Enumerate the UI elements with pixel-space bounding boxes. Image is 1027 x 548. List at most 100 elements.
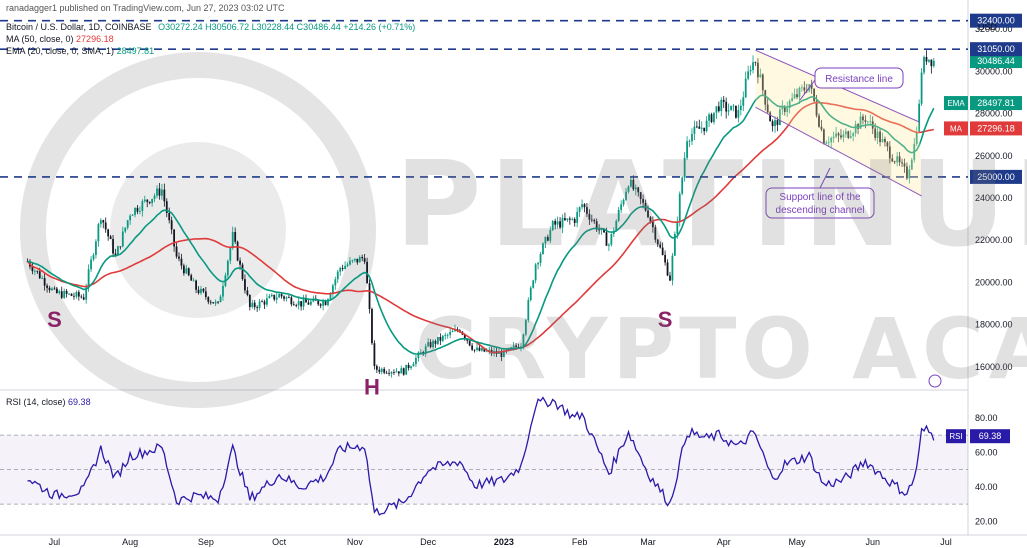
ema-legend[interactable]: EMA (20, close, 0, SMA, 1) 28497.81 [6,46,154,56]
price-label-bg [970,96,1022,111]
candle-body [219,296,222,303]
candle-body [573,219,576,223]
candle-body [632,179,635,190]
candle-body [270,294,273,297]
candle-body [713,112,715,123]
candle-body [893,161,896,163]
candle-body [754,62,757,64]
ma-legend[interactable]: MA (50, close, 0) 27296.18 [6,34,114,44]
candle-body [341,268,344,269]
candle-body [683,157,686,178]
candle-body [43,278,46,286]
candle-body [686,141,688,158]
price-tick-label: 28000.00 [975,109,1013,119]
candle-body [329,293,332,300]
candle-body [500,351,503,357]
candle-body [126,220,129,228]
candle-body [791,98,794,101]
candle-body [192,280,195,282]
candle-body [248,294,251,308]
candle-body [405,364,408,375]
candle-body [627,186,630,192]
candle-body [720,99,723,112]
candle-body [830,137,833,143]
rsi-tag-bg [946,429,966,444]
candle-body [549,230,552,241]
candle-body [363,258,366,262]
candle-body [920,72,923,104]
candle-body [788,100,791,109]
candle-body [840,135,842,138]
rsi-tick-label: 40.00 [975,482,998,492]
candle-body [625,191,627,200]
candle-body [92,254,95,260]
candle-body [651,221,654,228]
candle-body [786,108,789,112]
candle-body [358,257,361,263]
candle-body [302,298,305,307]
candle-body [427,342,430,347]
candle-body [36,270,39,272]
candle-body [476,347,478,350]
candle-body [368,283,371,310]
candle-body [595,221,598,230]
candle-body [498,351,500,354]
candle-body [80,296,83,298]
candle-body [854,124,857,134]
candle-body [576,211,579,223]
price-tick-label: 16000.00 [975,362,1013,372]
candle-body [554,221,557,225]
candle-body [231,232,234,248]
candle-body [229,247,232,261]
candle-body [478,347,481,351]
candle-body [737,110,740,118]
rsi-legend[interactable]: RSI (14, close) 69.38 [6,397,91,407]
candle-body [901,162,903,164]
candle-body [480,347,483,351]
pattern-label-s: S [658,307,673,332]
symbol-title: Bitcoin / U.S. Dollar, 1D, COINBASE [6,22,152,32]
candle-body [388,372,390,374]
candle-body [143,199,146,202]
candle-body [73,295,75,297]
candle-body [322,301,325,306]
candle-body [483,347,486,352]
candle-body [918,103,921,133]
candle-body [910,159,913,170]
candle-body [146,199,149,202]
candle-body [522,334,525,347]
candle-body [148,201,151,204]
candle-body [275,297,278,300]
candle-body [752,62,754,70]
candle-body [559,221,561,228]
candle-body [813,88,816,102]
candle-body [400,368,403,374]
candle-body [390,372,393,374]
candle-body [586,207,588,214]
price-label-tag-bg [944,121,968,136]
ma-legend-value: 27296.18 [76,34,114,44]
rsi-value-label: 69.38 [979,431,1002,441]
candle-body [200,288,202,294]
candle-body [85,287,88,300]
candle-body [134,207,136,215]
candle-body [669,275,671,281]
candle-body [285,297,288,299]
pattern-label-h: H [364,374,380,399]
candle-body [141,201,144,212]
level-label-bg [970,13,1022,28]
candle-body [783,106,786,112]
candle-body [361,257,364,259]
events-icon [928,374,942,388]
candle-body [346,264,349,266]
candle-body [896,156,899,163]
candle-body [290,297,293,305]
candle-body [852,133,855,137]
candle-body [160,189,163,196]
price-label-text: 30486.44 [977,56,1015,66]
candle-body [715,106,718,113]
candle-body [864,120,867,122]
candle-body [608,244,610,246]
candle-body [190,275,193,281]
time-tick-label: Feb [572,537,588,547]
